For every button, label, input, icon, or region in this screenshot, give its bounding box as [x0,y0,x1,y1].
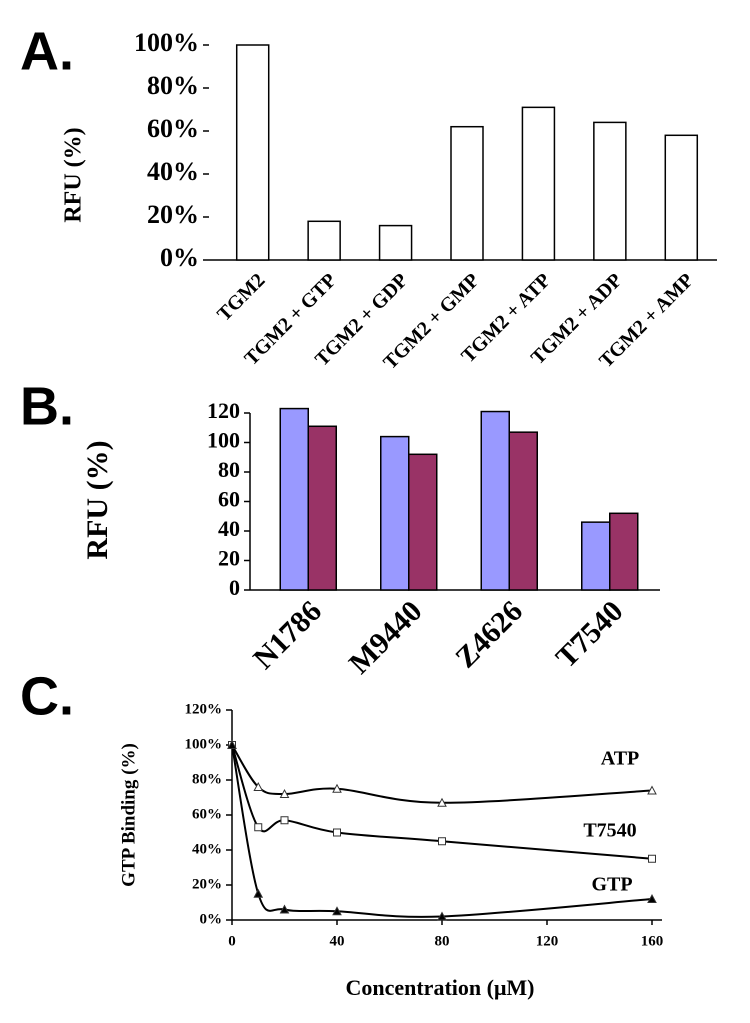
y-tick-label: 0% [160,243,199,272]
y-tick-label: 80 [218,457,240,482]
bar [480,410,510,591]
y-tick-label: 100% [185,736,223,752]
x-tick-label: 0 [228,933,236,949]
x-tick-label: Z4626 [449,594,529,674]
bar [307,220,341,261]
marker [332,783,342,793]
y-tick-label: 40% [192,841,222,857]
bar [235,44,270,261]
bar [450,125,484,261]
y-tick-label: 0 [229,575,240,600]
marker [253,781,264,791]
bar [581,521,611,591]
x-tick-label: 40 [330,933,345,949]
marker [280,816,289,825]
y-tick-label: 120 [207,398,240,423]
y-tick-label: 80% [192,771,222,787]
y-tick-label: 120% [185,701,223,717]
marker [279,788,290,798]
y-axis-label: RFU (%) [81,440,114,559]
marker [437,911,447,921]
x-tick-label: M9440 [343,594,429,680]
x-tick-label: 80 [435,933,450,949]
y-tick-label: 100 [207,428,240,453]
x-tick-label: 120 [536,933,559,949]
bar [609,512,639,591]
marker [279,904,290,914]
bar [508,431,538,591]
panel-label: A. [20,21,74,81]
panel-label: C. [20,666,74,726]
x-tick-label: N1786 [247,594,328,675]
marker [437,797,447,807]
series-label: ATP [601,748,640,770]
x-axis-label: Concentration (μM) [345,975,534,1000]
marker [647,893,657,903]
y-tick-label: 20% [192,876,222,892]
bar [593,121,627,261]
y-tick-label: 40% [147,157,199,186]
marker [333,828,341,837]
y-tick-label: 60 [218,487,240,512]
series-label: T7540 [583,820,636,842]
y-axis-label: GTP Binding (%) [118,743,139,887]
marker [332,906,342,916]
marker [647,785,657,795]
marker [227,739,237,749]
x-tick-label: TGM2 [213,269,269,325]
y-tick-label: 80% [147,71,199,100]
marker [438,837,446,846]
y-tick-label: 40 [218,516,240,541]
series-line [231,744,653,804]
bar [378,224,413,261]
y-tick-label: 20 [218,546,240,571]
y-tick-label: 20% [147,200,199,229]
bar [521,106,556,261]
series-label: GTP [591,874,632,896]
y-axis-label: RFU (%) [61,127,87,222]
y-tick-label: 0% [200,911,223,927]
bar [664,134,699,261]
series-line [231,744,653,918]
y-tick-label: 60% [192,806,222,822]
marker [254,823,263,832]
y-tick-label: 60% [147,114,199,143]
bar [307,425,337,591]
y-tick-label: 100% [134,28,199,57]
marker [253,888,264,898]
x-tick-label: 160 [641,933,664,949]
bar [408,453,438,591]
bar [380,435,410,591]
bar [279,407,309,591]
panel-label: B. [20,376,74,436]
marker [648,854,656,863]
x-tick-label: T7540 [550,594,630,674]
